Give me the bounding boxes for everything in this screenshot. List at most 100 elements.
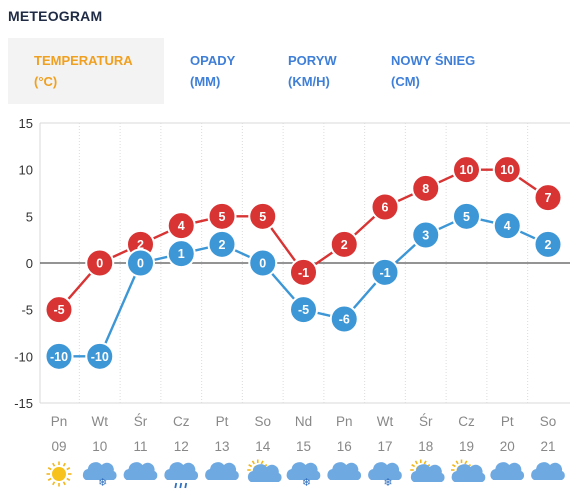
temperature-point	[452, 155, 481, 185]
feels-like-point	[166, 239, 196, 269]
tab-unit: (MM)	[190, 74, 221, 89]
sun-cloud-icon	[247, 459, 282, 482]
page-title: METEOGRAM	[8, 8, 103, 24]
feels-like-point	[370, 257, 400, 287]
feels-like-value-label: -6	[339, 313, 350, 327]
feels-like-point	[85, 341, 115, 371]
tab-temperatura[interactable]: TEMPERATURA (°C)	[8, 38, 164, 104]
temperature-value-label: 5	[219, 210, 226, 224]
feels-like-point	[248, 248, 278, 278]
x-date-label: 14	[255, 439, 271, 454]
temperature-point	[329, 229, 359, 259]
y-tick-label: 5	[26, 209, 33, 224]
temperature-value-label: 8	[422, 182, 429, 196]
feels-like-value-label: 4	[504, 219, 511, 233]
x-date-label: 11	[133, 439, 147, 454]
y-tick-label: 0	[26, 256, 33, 271]
cloud-icon	[205, 462, 239, 480]
svg-text:❄: ❄	[383, 477, 392, 489]
tab-bar: TEMPERATURA (°C) OPADY (MM) PORYW (KM/H) NO…	[8, 38, 568, 104]
feels-like-value-label: 3	[422, 229, 429, 243]
sun-cloud-icon	[451, 459, 486, 482]
cloud-snow-icon: ❄	[82, 462, 117, 489]
x-day-label: Pt	[501, 414, 514, 429]
tab-label: PORYW	[288, 53, 337, 68]
feels-like-point	[492, 211, 522, 241]
y-tick-label: 10	[19, 163, 33, 178]
sun-cloud-icon	[410, 459, 445, 482]
x-day-label: Nd	[295, 414, 312, 429]
y-tick-label: -10	[14, 349, 33, 364]
feels-like-point	[452, 201, 481, 231]
tab-opady[interactable]: OPADY (MM)	[164, 38, 264, 104]
tab-nowy-snieg[interactable]: NOWY ŚNIEG (CM)	[365, 38, 515, 104]
sun-icon	[46, 461, 72, 487]
x-day-label: Śr	[134, 414, 148, 429]
temperature-point	[492, 155, 522, 185]
temperature-value-label: -1	[298, 266, 309, 280]
temperature-value-label: 2	[137, 238, 144, 252]
cloud-icon	[490, 462, 525, 480]
tab-poryw[interactable]: PORYW (KM/H)	[262, 38, 366, 104]
feels-like-value-label: -5	[298, 303, 309, 317]
y-tick-label: -5	[21, 303, 33, 318]
feels-like-value-label: 5	[463, 210, 470, 224]
svg-text:❄: ❄	[302, 477, 311, 489]
cloud-icon	[531, 462, 565, 480]
feels-like-point	[329, 304, 359, 334]
tab-unit: (KM/H)	[288, 74, 330, 89]
tab-label: TEMPERATURA	[34, 53, 133, 68]
temperature-point	[44, 295, 74, 325]
feels-like-point	[126, 248, 155, 278]
x-day-label: Cz	[173, 414, 190, 429]
temperature-point	[411, 173, 441, 203]
cloud-rain-icon	[164, 462, 199, 489]
x-date-label: 15	[296, 439, 311, 454]
feels-like-point	[533, 229, 563, 259]
temperature-point	[533, 183, 563, 213]
temperature-value-label: 10	[500, 163, 514, 177]
x-date-label: 21	[540, 439, 555, 454]
temperature-value-label: 6	[382, 201, 389, 215]
cloud-snow-icon: ❄	[368, 462, 402, 489]
feels-like-value-label: 2	[545, 238, 552, 252]
y-tick-label: 15	[19, 116, 33, 131]
x-date-label: 19	[459, 439, 474, 454]
feels-like-point	[44, 341, 74, 371]
temperature-value-label: 4	[178, 219, 185, 233]
feels-like-value-label: 0	[137, 257, 144, 271]
x-day-label: So	[540, 414, 557, 429]
temperature-point	[248, 201, 278, 231]
temperature-point	[370, 192, 400, 222]
temperature-point	[85, 248, 115, 278]
tab-unit: (CM)	[391, 74, 420, 89]
feels-like-point	[411, 220, 441, 250]
temperature-point	[166, 211, 196, 241]
temperature-value-label: 7	[545, 191, 552, 205]
tab-label: NOWY ŚNIEG	[391, 53, 476, 68]
feels-like-value-label: -10	[50, 350, 68, 364]
x-date-label: 12	[174, 439, 189, 454]
tab-unit: (°C)	[34, 74, 58, 89]
cloud-snow-icon: ❄	[286, 462, 321, 489]
cloud-icon	[123, 462, 158, 480]
x-day-label: Pn	[336, 414, 353, 429]
x-day-label: Wt	[92, 414, 109, 429]
feels-like-value-label: 2	[219, 238, 226, 252]
feels-like-point	[289, 295, 318, 325]
temperature-value-label: -5	[53, 303, 64, 317]
x-date-label: 13	[214, 439, 229, 454]
feels-like-value-label: 1	[178, 247, 185, 261]
temperature-value-label: 0	[96, 257, 103, 271]
tab-label: OPADY	[190, 53, 236, 68]
feels-like-value-label: -1	[379, 266, 390, 280]
x-date-label: 17	[377, 439, 392, 454]
x-day-label: Śr	[419, 414, 433, 429]
x-day-label: Cz	[458, 414, 475, 429]
feels-like-value-label: 0	[259, 257, 266, 271]
x-day-label: Pn	[51, 414, 68, 429]
feels-like-value-label: -10	[91, 350, 109, 364]
x-date-label: 16	[337, 439, 352, 454]
x-date-label: 20	[500, 439, 515, 454]
